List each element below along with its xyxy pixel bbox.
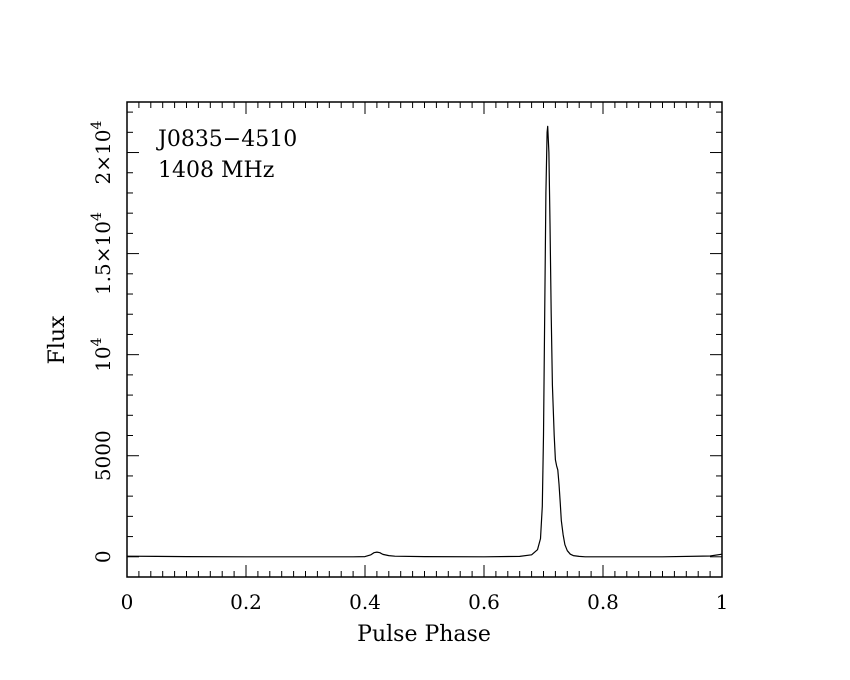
y-tick-label: 2×104 [89,121,115,185]
y-tick-label: 0 [91,550,115,563]
x-tick-label: 0.4 [349,590,381,614]
frequency-label: 1408 MHz [158,158,274,183]
y-tick-label: 5000 [91,430,115,481]
y-tick-label: 1.5×104 [89,212,115,295]
y-axis: 0 5000 104 1.5×104 2×104 [89,111,722,578]
x-tick-label: 0 [121,590,134,614]
source-name-label: J0835−4510 [156,127,297,152]
x-tick-label: 0.6 [468,590,500,614]
x-axis-title: Pulse Phase [357,622,491,647]
x-tick-label: 0.2 [230,590,262,614]
y-axis-title: Flux [45,315,70,364]
x-tick-label: 1 [716,590,729,614]
y-tick-label: 104 [89,337,115,371]
x-tick-label: 0.8 [587,590,619,614]
x-axis: 0 0.2 0.4 0.6 0.8 1 [121,102,729,614]
flux-profile-line [126,125,723,558]
